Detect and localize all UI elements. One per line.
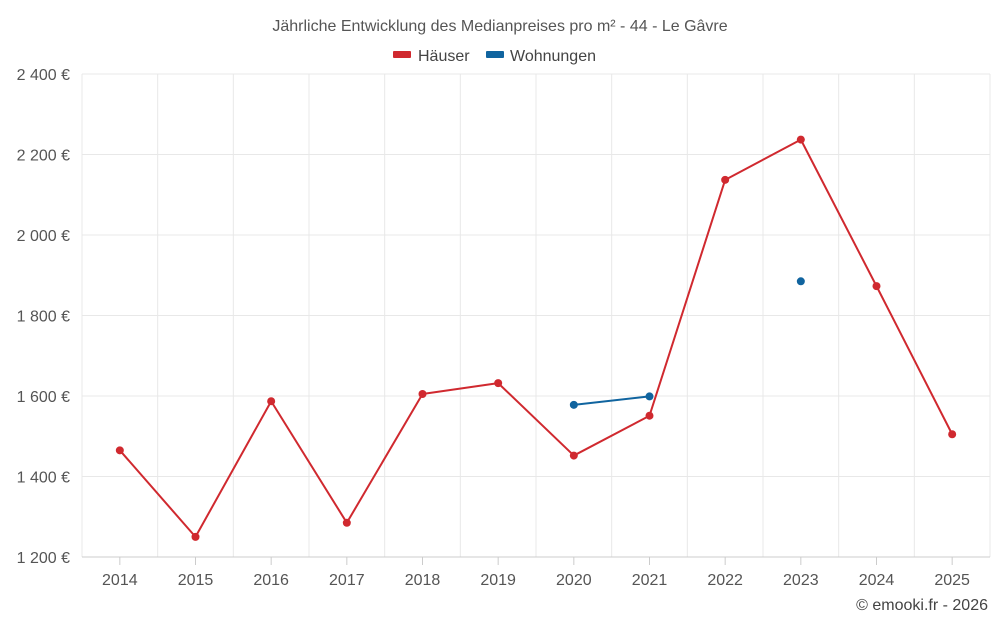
data-point-h-user-2018[interactable] (418, 389, 427, 398)
y-tick-label: 1 200 € (17, 550, 70, 567)
data-point-h-user-2021[interactable] (645, 411, 654, 420)
y-tick-label: 2 000 € (17, 228, 70, 245)
legend-swatch-wohnungen (486, 51, 504, 58)
data-point-h-user-2025[interactable] (948, 430, 957, 439)
legend-swatch-haeuser (393, 51, 411, 58)
data-point-h-user-2024[interactable] (872, 282, 881, 291)
data-point-h-user-2016[interactable] (267, 397, 276, 406)
series-line-h-user (119, 138, 954, 538)
legend-label-wohnungen: Wohnungen (510, 48, 596, 65)
data-point-h-user-2022[interactable] (721, 175, 730, 184)
series-line-wohnungen (573, 395, 650, 406)
x-tick-label: 2025 (934, 572, 970, 589)
x-tick-label: 2018 (405, 572, 441, 589)
legend-label-haeuser: Häuser (418, 48, 470, 65)
x-tick-label: 2019 (480, 572, 516, 589)
x-tick-label: 2021 (632, 572, 668, 589)
data-point-h-user-2023[interactable] (796, 135, 805, 144)
y-tick-label: 2 200 € (17, 148, 70, 165)
data-point-h-user-2014[interactable] (115, 446, 124, 455)
data-point-h-user-2015[interactable] (191, 532, 200, 541)
data-point-wohnungen-2023[interactable] (796, 277, 805, 286)
y-tick-label: 1 800 € (17, 309, 70, 326)
x-tick-label: 2016 (253, 572, 289, 589)
legend-item-wohnungen[interactable]: Wohnungen (486, 48, 596, 65)
x-tick-label: 2015 (178, 572, 214, 589)
legend-item-haeuser[interactable]: Häuser (393, 48, 470, 65)
x-tick-label: 2020 (556, 572, 592, 589)
legend: Häuser Wohnungen (393, 48, 596, 65)
axes: 1 200 € 1 400 € 1 600 € 1 800 € 2 000 € 2 200… (17, 67, 990, 589)
chart-title: Jährliche Entwicklung des Medianpreises … (272, 18, 727, 35)
data-point-h-user-2020[interactable] (569, 451, 578, 460)
x-tick-label: 2022 (707, 572, 743, 589)
x-tick-label: 2024 (859, 572, 895, 589)
data-point-h-user-2019[interactable] (494, 379, 503, 388)
x-tick-label: 2017 (329, 572, 365, 589)
credit-text: © emooki.fr - 2026 (856, 597, 988, 614)
x-tick-label: 2014 (102, 572, 138, 589)
grid (81, 73, 991, 557)
series (115, 135, 957, 541)
y-tick-label: 2 400 € (17, 67, 70, 84)
data-point-wohnungen-2021[interactable] (645, 392, 654, 401)
data-point-h-user-2017[interactable] (342, 518, 351, 527)
x-tick-label: 2023 (783, 572, 819, 589)
data-point-wohnungen-2020[interactable] (569, 400, 578, 409)
y-tick-label: 1 600 € (17, 389, 70, 406)
y-tick-label: 1 400 € (17, 470, 70, 487)
